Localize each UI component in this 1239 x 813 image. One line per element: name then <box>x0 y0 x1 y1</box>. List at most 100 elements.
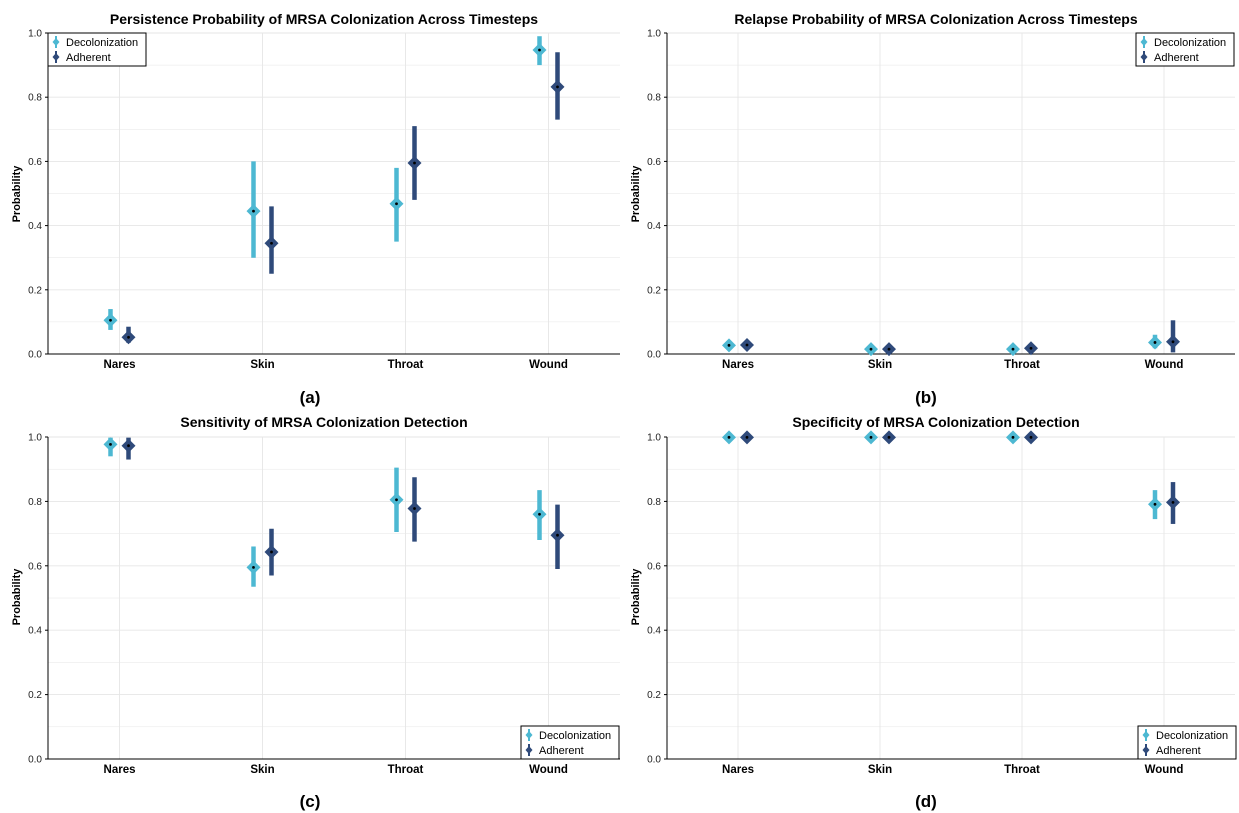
y-tick-label: 0.6 <box>647 561 661 572</box>
x-tick-label-throat: Throat <box>388 764 424 776</box>
series-decolonization <box>103 437 547 587</box>
y-tick-label: 0.8 <box>28 497 42 508</box>
legend: Decolonization Adherent <box>1135 32 1235 67</box>
x-tick-label-skin: Skin <box>868 764 892 776</box>
series-decolonization <box>722 334 1162 357</box>
x-tick-label-skin: Skin <box>868 359 892 371</box>
legend-swatch-marker <box>1142 746 1150 754</box>
y-tick-label: 0.4 <box>28 221 42 232</box>
data-point-center-dot <box>270 241 273 245</box>
legend-label-decolonization: Decolonization <box>539 730 611 742</box>
series-adherent <box>740 430 1180 524</box>
data-point-center-dot <box>109 318 112 322</box>
legend-box <box>1135 32 1235 67</box>
x-tick-label-throat: Throat <box>1004 764 1040 776</box>
y-tick-label: 0.8 <box>647 497 661 508</box>
legend-box <box>47 32 147 67</box>
legend-swatch-marker <box>52 38 60 46</box>
x-tick-label-throat: Throat <box>1004 359 1040 371</box>
legend-label-decolonization: Decolonization <box>66 37 138 49</box>
data-point-center-dot <box>727 343 731 347</box>
panel-caption: (d) <box>915 792 937 811</box>
legend-swatch-marker <box>1140 53 1148 61</box>
legend-label-adherent: Adherent <box>66 52 111 64</box>
legend-swatch-marker <box>525 746 533 754</box>
y-tick-label: 0.2 <box>28 285 42 296</box>
y-tick-label: 0.0 <box>647 755 661 766</box>
legend-label-adherent: Adherent <box>539 745 584 757</box>
legend-box <box>520 725 620 760</box>
series-adherent <box>740 320 1180 357</box>
grid-lines <box>667 436 1235 760</box>
y-tick-label: 1.0 <box>28 433 42 444</box>
panel-title: Persistence Probability of MRSA Coloniza… <box>110 11 538 27</box>
panel-caption: (b) <box>915 388 937 407</box>
series-adherent <box>121 52 565 345</box>
data-point-center-dot <box>869 347 873 351</box>
y-tick-label: 0.2 <box>647 690 661 701</box>
x-tick-label-wound: Wound <box>529 764 568 776</box>
y-tick-label: 1.0 <box>647 29 661 40</box>
data-point-center-dot <box>127 444 130 448</box>
data-point-center-dot <box>745 435 749 439</box>
panel-b: Relapse Probability of MRSA Colonization… <box>630 11 1235 407</box>
y-tick-label: 0.6 <box>647 157 661 168</box>
legend-box <box>1137 725 1237 760</box>
series-adherent <box>121 437 565 576</box>
legend-label-adherent: Adherent <box>1156 745 1201 757</box>
legend: Decolonization Adherent <box>520 725 620 760</box>
data-point-center-dot <box>270 550 273 554</box>
data-point-center-dot <box>1029 435 1033 439</box>
legend-swatch-marker <box>525 731 533 739</box>
panel-d: Specificity of MRSA Colonization Detecti… <box>630 414 1237 811</box>
y-tick-label: 0.8 <box>647 93 661 104</box>
data-point-center-dot <box>556 85 559 89</box>
data-point-center-dot <box>252 566 255 569</box>
data-point-center-dot <box>413 161 416 165</box>
legend: Decolonization Adherent <box>1137 725 1237 760</box>
data-point-center-dot <box>1011 347 1015 351</box>
x-tick-label-wound: Wound <box>1145 764 1184 776</box>
y-tick-label: 0.2 <box>647 285 661 296</box>
y-tick-label: 0.6 <box>28 561 42 572</box>
legend-swatch-marker <box>1142 731 1150 739</box>
x-tick-label-throat: Throat <box>388 359 424 371</box>
x-tick-label-skin: Skin <box>250 359 274 371</box>
data-point-center-dot <box>252 209 255 213</box>
y-tick-label: 0.4 <box>28 626 42 637</box>
data-point-center-dot <box>538 512 541 516</box>
data-point-center-dot <box>727 435 731 439</box>
panel-caption: (c) <box>300 792 321 811</box>
data-point-center-dot <box>556 533 559 537</box>
legend-label-decolonization: Decolonization <box>1156 730 1228 742</box>
data-point-center-dot <box>1011 435 1015 439</box>
y-tick-label: 0.0 <box>28 755 42 766</box>
y-tick-label: 0.2 <box>28 690 42 701</box>
x-tick-label-nares: Nares <box>104 764 136 776</box>
x-tick-label-nares: Nares <box>104 359 136 371</box>
y-tick-label: 0.0 <box>28 350 42 361</box>
x-tick-label-nares: Nares <box>722 359 754 371</box>
panel-c: Sensitivity of MRSA Colonization Detecti… <box>11 414 620 811</box>
legend-label-decolonization: Decolonization <box>1154 37 1226 49</box>
panel-title: Relapse Probability of MRSA Colonization… <box>734 11 1137 27</box>
data-point-center-dot <box>1153 502 1157 506</box>
data-point-center-dot <box>1171 500 1175 504</box>
data-point-center-dot <box>1171 340 1175 344</box>
data-point-center-dot <box>538 48 541 52</box>
data-point-center-dot <box>869 435 873 439</box>
panel-a: Persistence Probability of MRSA Coloniza… <box>11 11 620 407</box>
data-point-center-dot <box>745 343 749 347</box>
x-tick-label-skin: Skin <box>250 764 274 776</box>
y-axis-label: Probability <box>11 165 23 223</box>
y-tick-label: 0.0 <box>647 350 661 361</box>
y-axis-label: Probability <box>630 568 642 626</box>
data-point-center-dot <box>109 443 112 446</box>
panel-title: Specificity of MRSA Colonization Detecti… <box>792 414 1079 430</box>
series-decolonization <box>103 36 547 330</box>
grid-lines <box>667 32 1235 355</box>
y-tick-label: 0.4 <box>647 626 661 637</box>
x-tick-label-wound: Wound <box>1145 359 1184 371</box>
y-tick-label: 0.6 <box>28 157 42 168</box>
data-point-center-dot <box>887 347 891 351</box>
